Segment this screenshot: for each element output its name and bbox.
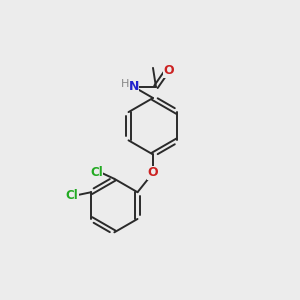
Text: N: N xyxy=(128,80,139,93)
Text: Cl: Cl xyxy=(65,189,78,202)
Text: O: O xyxy=(148,167,158,179)
Text: O: O xyxy=(164,64,174,77)
Text: Cl: Cl xyxy=(90,167,103,179)
Text: H: H xyxy=(121,79,130,89)
